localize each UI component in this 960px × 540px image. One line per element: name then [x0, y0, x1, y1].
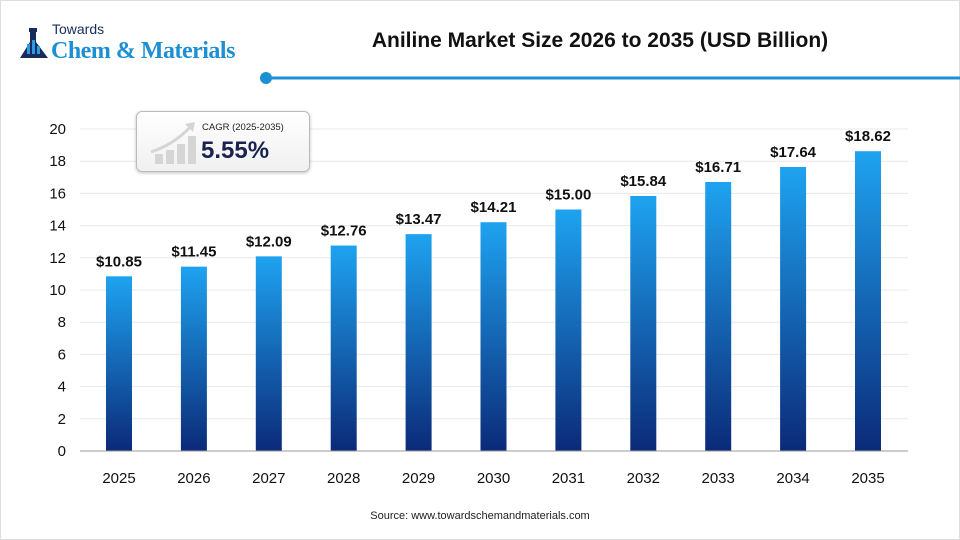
bar-2025	[106, 276, 132, 451]
y-tick-label: 2	[58, 411, 66, 428]
bar-2027	[255, 256, 282, 451]
bar-2029	[405, 234, 432, 451]
y-tick-label: 0	[58, 443, 66, 460]
bar-2034	[780, 166, 807, 451]
data-label: $15.84	[620, 173, 667, 190]
x-tick-label: 2025	[102, 470, 135, 487]
y-tick-label: 10	[49, 282, 66, 299]
data-label: $12.76	[321, 223, 367, 240]
x-tick-label: 2034	[776, 470, 809, 487]
data-label: $18.62	[845, 128, 891, 145]
cagr-value: 5.55%	[201, 137, 270, 164]
y-tick-label: 20	[49, 121, 66, 138]
x-tick-label: 2032	[627, 470, 660, 487]
x-tick-label: 2031	[552, 470, 585, 487]
bar-2035	[855, 151, 881, 451]
y-tick-label: 6	[58, 346, 66, 363]
bar-2028	[330, 245, 357, 451]
source-note: Source: www.towardschemandmaterials.com	[370, 510, 590, 522]
bar-2030	[480, 222, 507, 451]
flask-logo-icon	[20, 28, 48, 58]
bar-2032	[630, 195, 657, 451]
data-label: $10.85	[96, 253, 142, 270]
x-tick-label: 2033	[702, 470, 735, 487]
data-label: $14.21	[471, 199, 517, 216]
growth-chart-icon	[150, 122, 196, 164]
y-tick-label: 12	[49, 250, 66, 267]
data-label: $12.09	[246, 233, 292, 250]
cagr-box: CAGR (2025-2035) 5.55%	[136, 111, 310, 172]
x-tick-label: 2026	[177, 470, 210, 487]
data-label: $15.00	[545, 187, 591, 204]
x-tick-label: 2027	[252, 470, 285, 487]
bar-2033	[705, 181, 732, 451]
x-tick-label: 2035	[851, 470, 884, 487]
bar-2026	[180, 266, 207, 451]
x-tick-label: 2030	[477, 470, 510, 487]
logo-text-brand: Chem & Materials	[51, 38, 235, 64]
chart-title: Aniline Market Size 2026 to 2035 (USD Bi…	[371, 29, 829, 52]
data-label: $16.71	[695, 159, 741, 176]
y-tick-label: 8	[58, 314, 66, 331]
cagr-label: CAGR (2025-2035)	[202, 122, 284, 133]
logo: Towards Chem & Materials	[18, 22, 235, 66]
data-label: $13.47	[396, 211, 442, 228]
y-tick-label: 14	[49, 218, 66, 235]
x-tick-label: 2029	[402, 470, 435, 487]
x-tick-label: 2028	[327, 470, 360, 487]
logo-text-towards: Towards	[52, 21, 105, 37]
bar-2031	[555, 209, 582, 451]
y-tick-label: 4	[58, 379, 66, 396]
y-tick-label: 18	[49, 153, 66, 170]
data-label: $17.64	[770, 144, 817, 161]
data-label: $11.45	[171, 244, 216, 261]
y-tick-label: 16	[49, 185, 66, 202]
